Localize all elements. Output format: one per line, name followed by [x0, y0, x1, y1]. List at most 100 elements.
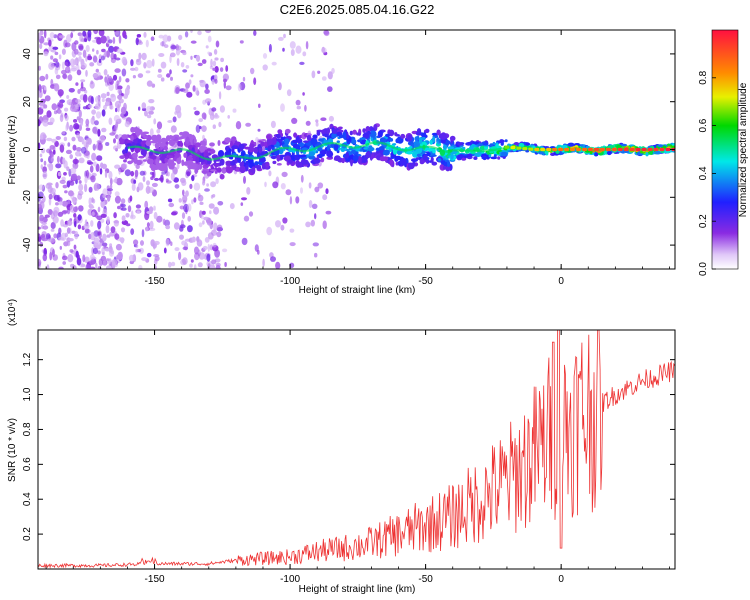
noise-blob: [304, 104, 307, 112]
noise-blob: [169, 69, 172, 75]
noise-blob: [129, 214, 136, 220]
noise-blob: [43, 51, 49, 57]
ridge-blob: [437, 158, 442, 162]
noise-blob: [41, 231, 47, 237]
noise-blob: [105, 224, 110, 234]
ridge-blob: [504, 139, 508, 143]
noise-blob: [59, 179, 66, 184]
noise-blob: [89, 254, 95, 261]
ridge-blob: [210, 164, 214, 169]
noise-blob: [53, 149, 56, 155]
ridge-blob: [382, 149, 390, 156]
noise-blob: [71, 197, 78, 203]
noise-blob: [178, 34, 183, 41]
noise-blob: [129, 195, 133, 202]
noise-blob: [92, 126, 97, 134]
ridge-peak: [516, 146, 522, 150]
noise-blob: [108, 248, 115, 257]
noise-blob: [207, 51, 211, 55]
ridge-blob: [150, 165, 156, 172]
noise-blob: [264, 181, 267, 188]
noise-blob: [88, 186, 93, 193]
noise-blob: [108, 171, 113, 180]
ridge-peak: [629, 147, 635, 152]
noise-blob: [143, 31, 147, 38]
noise-blob: [65, 124, 69, 132]
noise-blob: [99, 135, 106, 143]
ridge-blob: [457, 142, 464, 146]
ridge-blob: [346, 133, 350, 140]
noise-blob: [75, 151, 81, 157]
figure-title: C2E6.2025.085.04.16.G22: [280, 2, 435, 17]
ridge-blob: [237, 156, 242, 163]
noise-blob: [189, 263, 193, 268]
noise-blob: [104, 76, 108, 83]
noise-blob: [125, 213, 130, 218]
ridge-blob: [301, 154, 307, 158]
noise-blob: [83, 223, 90, 230]
noise-blob: [98, 99, 101, 107]
ridge-blob: [430, 156, 434, 163]
noise-blob: [72, 162, 79, 170]
noise-blob: [121, 56, 127, 65]
colorbar-ticks: 0.0 0.2 0.4 0.6 0.8: [698, 70, 716, 276]
ridge-blob: [124, 156, 129, 160]
snr-x-label: Height of straight line (km): [299, 584, 416, 595]
noise-blob: [175, 48, 181, 56]
noise-blob: [101, 242, 108, 247]
noise-blob: [133, 179, 137, 184]
noise-blob: [195, 124, 201, 133]
noise-blob: [59, 35, 65, 39]
noise-blob: [66, 206, 71, 215]
noise-blob: [321, 76, 327, 81]
noise-blob: [138, 264, 143, 269]
noise-blob: [282, 217, 288, 224]
noise-blob: [39, 43, 43, 50]
noise-blob: [68, 190, 74, 197]
colorbar-tick-label: 0.8: [698, 70, 709, 84]
noise-blob: [205, 30, 212, 34]
noise-blob: [46, 163, 54, 168]
noise-blob: [270, 120, 276, 129]
noise-blob: [41, 237, 48, 242]
noise-blob: [132, 75, 136, 79]
ridge-peak: [504, 145, 510, 149]
noise-blob: [137, 41, 143, 45]
noise-blob: [223, 80, 226, 89]
ridge-blob: [280, 136, 284, 141]
noise-blob: [83, 38, 88, 42]
ridge-blob: [436, 129, 441, 136]
noise-blob: [129, 260, 134, 265]
ridge-blob: [447, 160, 451, 168]
ridge-blob: [273, 136, 277, 140]
noise-blob: [218, 121, 222, 128]
noise-blob: [210, 181, 217, 188]
ridge-peak: [528, 147, 534, 151]
ridge-blob: [400, 133, 406, 139]
ridge-blob: [198, 163, 203, 170]
x-tick-label: -50: [418, 276, 433, 287]
ridge-blob: [276, 138, 281, 142]
noise-blob: [108, 45, 115, 53]
noise-blob: [55, 182, 59, 189]
noise-blob: [61, 200, 68, 207]
noise-blob: [121, 215, 126, 222]
noise-blob: [184, 238, 191, 242]
ridge-peak: [653, 147, 659, 152]
noise-blob: [257, 249, 260, 255]
ridge-blob: [187, 163, 192, 170]
ridge-blob: [287, 159, 293, 164]
noise-blob: [275, 220, 281, 228]
ridge-blob: [210, 169, 217, 172]
noise-blob: [241, 197, 247, 201]
noise-blob: [99, 168, 103, 175]
noise-blob: [62, 223, 68, 228]
ridge-blob: [422, 154, 428, 161]
noise-blob: [190, 259, 194, 263]
noise-blob: [210, 264, 216, 269]
noise-blob: [113, 138, 116, 144]
noise-blob: [97, 227, 101, 233]
ridge-blob: [326, 151, 334, 158]
noise-blob: [42, 166, 47, 173]
noise-blob: [289, 196, 293, 205]
